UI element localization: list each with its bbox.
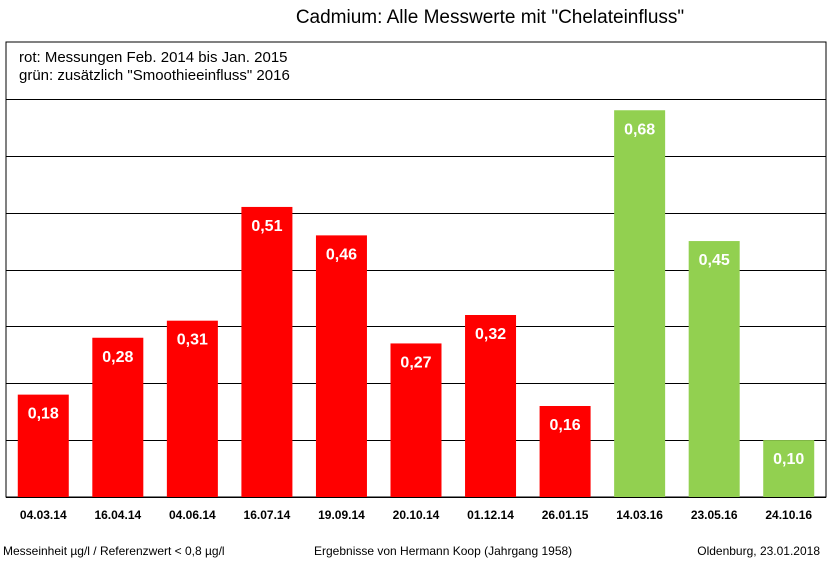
x-tick-label: 14.03.16 bbox=[616, 508, 663, 522]
bar-value-label: 0,31 bbox=[177, 332, 208, 349]
bar-04.06.14 bbox=[166, 320, 218, 497]
bar-04.03.14 bbox=[17, 394, 69, 497]
x-tick-label: 04.03.14 bbox=[20, 508, 67, 522]
bar-value-label: 0,27 bbox=[400, 354, 431, 371]
legend-text: rot: Messungen Feb. 2014 bis Jan. 2015 g… bbox=[19, 49, 290, 85]
bar-value-label: 0,46 bbox=[326, 246, 357, 263]
bar-26.01.15 bbox=[539, 406, 591, 497]
bar-20.10.14 bbox=[390, 343, 442, 497]
x-tick-label: 23.05.16 bbox=[691, 508, 738, 522]
bar-value-label: 0,68 bbox=[624, 121, 655, 138]
bar-value-label: 0,18 bbox=[28, 406, 59, 423]
bar-value-label: 0,51 bbox=[251, 218, 282, 235]
bar-value-label: 0,32 bbox=[475, 326, 506, 343]
bar-value-label: 0,28 bbox=[102, 349, 133, 366]
bar-16.04.14 bbox=[92, 337, 144, 497]
bar-16.07.14 bbox=[241, 206, 293, 497]
x-tick-label: 20.10.14 bbox=[393, 508, 440, 522]
bar-19.09.14 bbox=[315, 235, 367, 497]
x-tick-label: 16.04.14 bbox=[94, 508, 141, 522]
bar-value-label: 0,45 bbox=[699, 252, 730, 269]
bar-24.10.16 bbox=[763, 440, 815, 497]
x-tick-label: 01.12.14 bbox=[467, 508, 514, 522]
bar-value-label: 0,10 bbox=[773, 451, 804, 468]
chart-title: Cadmium: Alle Messwerte mit "Chelateinfl… bbox=[295, 7, 685, 28]
legend-line-red: rot: Messungen Feb. 2014 bis Jan. 2015 bbox=[19, 49, 288, 66]
x-tick-label: 24.10.16 bbox=[765, 508, 812, 522]
x-tick-label: 26.01.15 bbox=[542, 508, 589, 522]
x-tick-label: 04.06.14 bbox=[169, 508, 216, 522]
bar-01.12.14 bbox=[465, 315, 517, 497]
x-tick-label: 16.07.14 bbox=[244, 508, 291, 522]
footer-unit-note: Messeinheit µg/l / Referenzwert < 0,8 µg… bbox=[3, 544, 225, 558]
bar-value-label: 0,16 bbox=[550, 417, 581, 434]
footer-place-date: Oldenburg, 23.01.2018 bbox=[697, 544, 820, 558]
legend-line-green: grün: zusätzlich "Smoothieeinfluss" 2016 bbox=[19, 67, 290, 84]
footer-author-note: Ergebnisse von Hermann Koop (Jahrgang 19… bbox=[314, 544, 573, 558]
bar-14.03.16 bbox=[614, 110, 666, 497]
x-tick-label: 19.09.14 bbox=[318, 508, 365, 522]
bar-23.05.16 bbox=[688, 241, 740, 497]
